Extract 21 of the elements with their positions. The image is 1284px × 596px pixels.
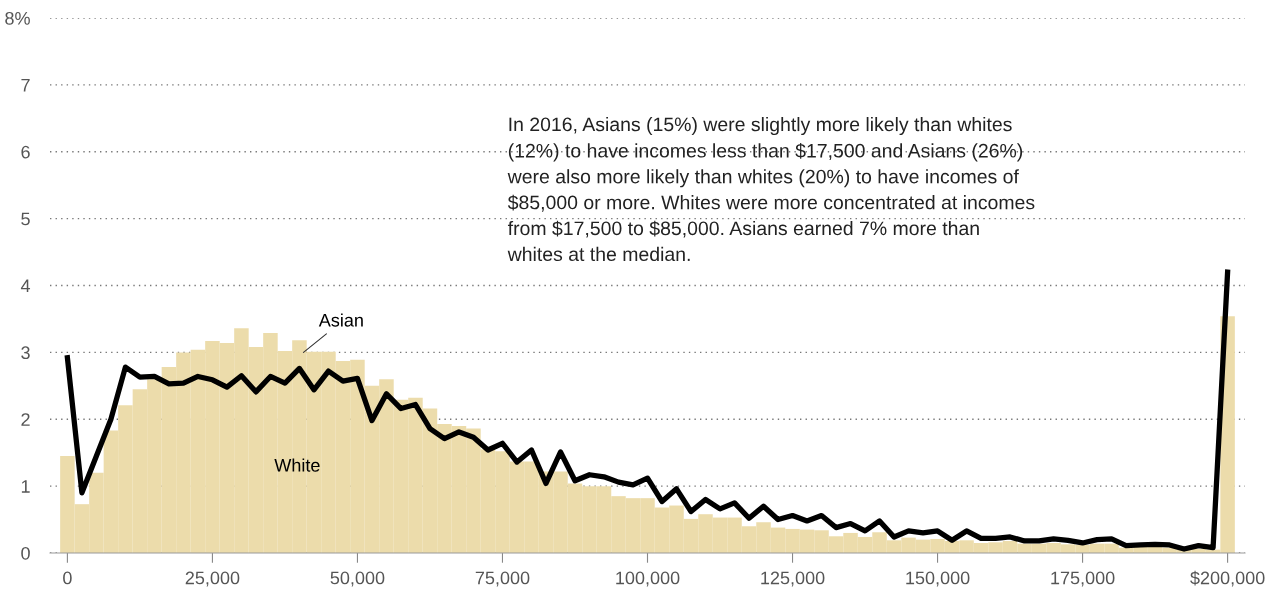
x-tick-label: 100,000: [616, 571, 680, 587]
y-tick-label: 3: [21, 346, 30, 360]
annotation: Asian: [318, 313, 363, 327]
y-tick-label: 4: [20, 279, 31, 293]
y-tick-label: 7: [21, 79, 30, 92]
x-tick-label: 150,000: [906, 571, 970, 587]
y-tick-label: 5: [21, 212, 30, 226]
y-tick-label: 2: [21, 413, 30, 426]
x-tick-label: $200,000: [1190, 570, 1265, 587]
x-tick-label: 75,000: [475, 571, 530, 587]
annotation: In 2016, Asians (15%) were slightly more likely than whites (12%) to have incomes less than $17,500 and Asians (26%) were also more likely than whites (20%) to have incomes of $85,000 or more. Whites were more concentrated at incomes from $17,500 to $85,000. Asians earned 7% more than whites at the median.: [507, 116, 1035, 262]
annotation: White: [274, 458, 320, 472]
y-tick-label: 6: [21, 145, 30, 159]
y-tick-label: 0: [21, 546, 30, 560]
y-tick-label: 1: [21, 480, 30, 493]
x-tick-label: 0: [63, 571, 72, 585]
x-tick-label: 125,000: [761, 571, 825, 587]
y-tick-label: 8%: [5, 11, 30, 25]
x-tick-label: 25,000: [185, 571, 240, 587]
x-tick-label: 175,000: [1051, 571, 1115, 587]
x-tick-label: 50,000: [330, 571, 385, 587]
